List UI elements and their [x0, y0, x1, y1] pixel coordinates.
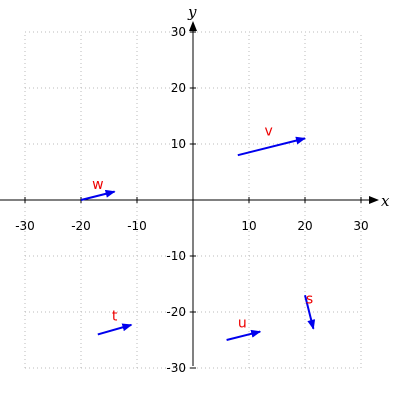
y-tick-label: -10: [166, 249, 186, 263]
y-axis-title: y: [187, 3, 197, 21]
y-tick-label: -20: [166, 305, 186, 319]
vectors: v w t u s: [80, 124, 316, 341]
x-tick-label: -10: [127, 219, 147, 233]
x-tick-label: 20: [297, 219, 312, 233]
vector-t-label: t: [112, 308, 118, 324]
y-tick-label: -30: [166, 361, 186, 375]
vector-u-label: u: [238, 316, 247, 332]
x-tick-label: -20: [71, 219, 91, 233]
vector-w-arrow: [80, 189, 116, 201]
y-tick-label: 30: [171, 25, 186, 39]
vector-u-arrow: [226, 329, 262, 341]
tick-labels: -30 -20 -10 10 20 30 -30 -20 -10 10 20 30: [15, 25, 368, 375]
axes: x y: [0, 3, 390, 366]
vector-v-label: v: [264, 124, 272, 140]
vector-s-arrow: [304, 294, 316, 330]
x-tick-label: 30: [353, 219, 368, 233]
vector-t-arrow: [97, 323, 133, 336]
vector-v-arrow: [237, 136, 306, 157]
y-tick-label: 10: [171, 137, 186, 151]
x-tick-label: 10: [241, 219, 256, 233]
vector-w-label: w: [92, 177, 103, 193]
x-tick-label: -30: [15, 219, 35, 233]
vector-s-label: s: [306, 292, 313, 308]
x-axis-title: x: [381, 192, 390, 210]
y-tick-label: 20: [171, 81, 186, 95]
